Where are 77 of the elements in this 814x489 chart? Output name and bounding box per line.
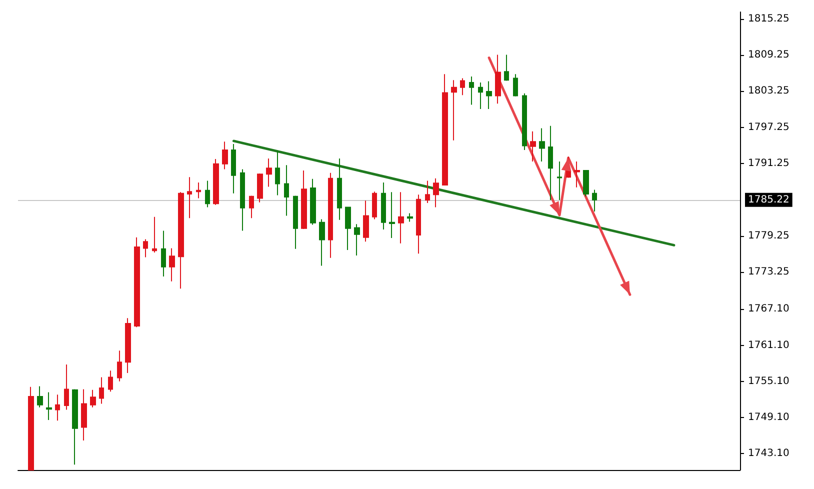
candlestick <box>345 206 351 251</box>
candlestick <box>125 318 131 374</box>
candlestick <box>169 248 175 282</box>
candlestick <box>381 182 386 230</box>
candlestick <box>416 194 421 254</box>
y-tick-label: 1761.10 <box>748 340 790 351</box>
y-tick-label: 1779.25 <box>748 230 790 242</box>
candlestick <box>504 54 509 82</box>
y-tick-label: 1749.10 <box>748 412 790 424</box>
y-tick-label: 1773.25 <box>748 266 790 278</box>
candlestick <box>161 230 166 278</box>
candlestick <box>310 178 316 226</box>
candlestick <box>222 141 228 170</box>
y-tick-label: 1755.10 <box>748 376 790 387</box>
candlestick <box>187 176 192 219</box>
y-tick-label: 1743.10 <box>748 448 790 460</box>
candlestick <box>205 180 210 208</box>
candlestick <box>28 386 34 470</box>
candlestick <box>574 160 580 188</box>
candlestick <box>46 392 52 420</box>
candlestick <box>328 172 333 258</box>
candlestick <box>478 82 483 110</box>
candlestick <box>486 80 492 110</box>
candlestick <box>266 158 272 188</box>
candlestick <box>152 216 157 253</box>
y-tick-label: 1767.10 <box>748 304 790 315</box>
candlestick <box>389 192 395 238</box>
candlestick <box>548 125 553 201</box>
candlestick <box>117 350 122 382</box>
candlestick <box>257 173 263 203</box>
candlestick <box>134 236 140 328</box>
candlestick <box>407 212 413 222</box>
candlestick <box>64 364 69 410</box>
candlestick <box>55 394 60 422</box>
candlestick <box>81 388 87 441</box>
candlestick <box>469 76 474 106</box>
candlestick <box>363 200 369 242</box>
candlestick <box>337 158 342 220</box>
candlestick <box>592 189 597 212</box>
candlestick <box>495 54 501 104</box>
y-tick-label: 1803.25 <box>748 86 790 97</box>
candlestick <box>301 170 307 230</box>
candlestick <box>557 160 562 201</box>
candlestick <box>425 180 430 204</box>
candlestick <box>398 192 404 244</box>
candlestick <box>213 158 219 206</box>
candlestick <box>442 74 448 186</box>
candlestick <box>354 224 360 256</box>
candlestick <box>539 128 545 162</box>
candlestick <box>522 92 527 151</box>
y-tick-label: 1797.25 <box>748 122 790 133</box>
candlestick <box>240 168 245 232</box>
y-tick-label: 1809.25 <box>748 50 790 61</box>
candlestick <box>99 376 104 404</box>
candlestick <box>275 150 280 196</box>
candlestick <box>196 182 201 199</box>
candlestick <box>433 178 439 208</box>
candlestick <box>37 386 43 408</box>
candlestick <box>249 195 254 219</box>
candlestick <box>108 370 113 392</box>
y-tick-label: 1815.25 <box>748 13 790 24</box>
candlestick <box>72 388 78 466</box>
candlestick <box>460 78 465 96</box>
candlestick <box>583 170 589 197</box>
candlestick <box>231 143 236 194</box>
candlestick <box>372 191 377 220</box>
candlestick <box>513 74 518 97</box>
candlestick <box>530 130 536 162</box>
ref-line-label: 1785.22 <box>748 194 790 206</box>
candlestick <box>293 195 298 250</box>
candlestick <box>90 389 96 408</box>
candlestick <box>451 80 457 141</box>
candlestick <box>284 164 289 216</box>
candlestick <box>143 238 148 258</box>
candlestick <box>319 218 325 266</box>
candlestick <box>178 192 184 290</box>
y-tick-label: 1791.25 <box>748 158 790 170</box>
